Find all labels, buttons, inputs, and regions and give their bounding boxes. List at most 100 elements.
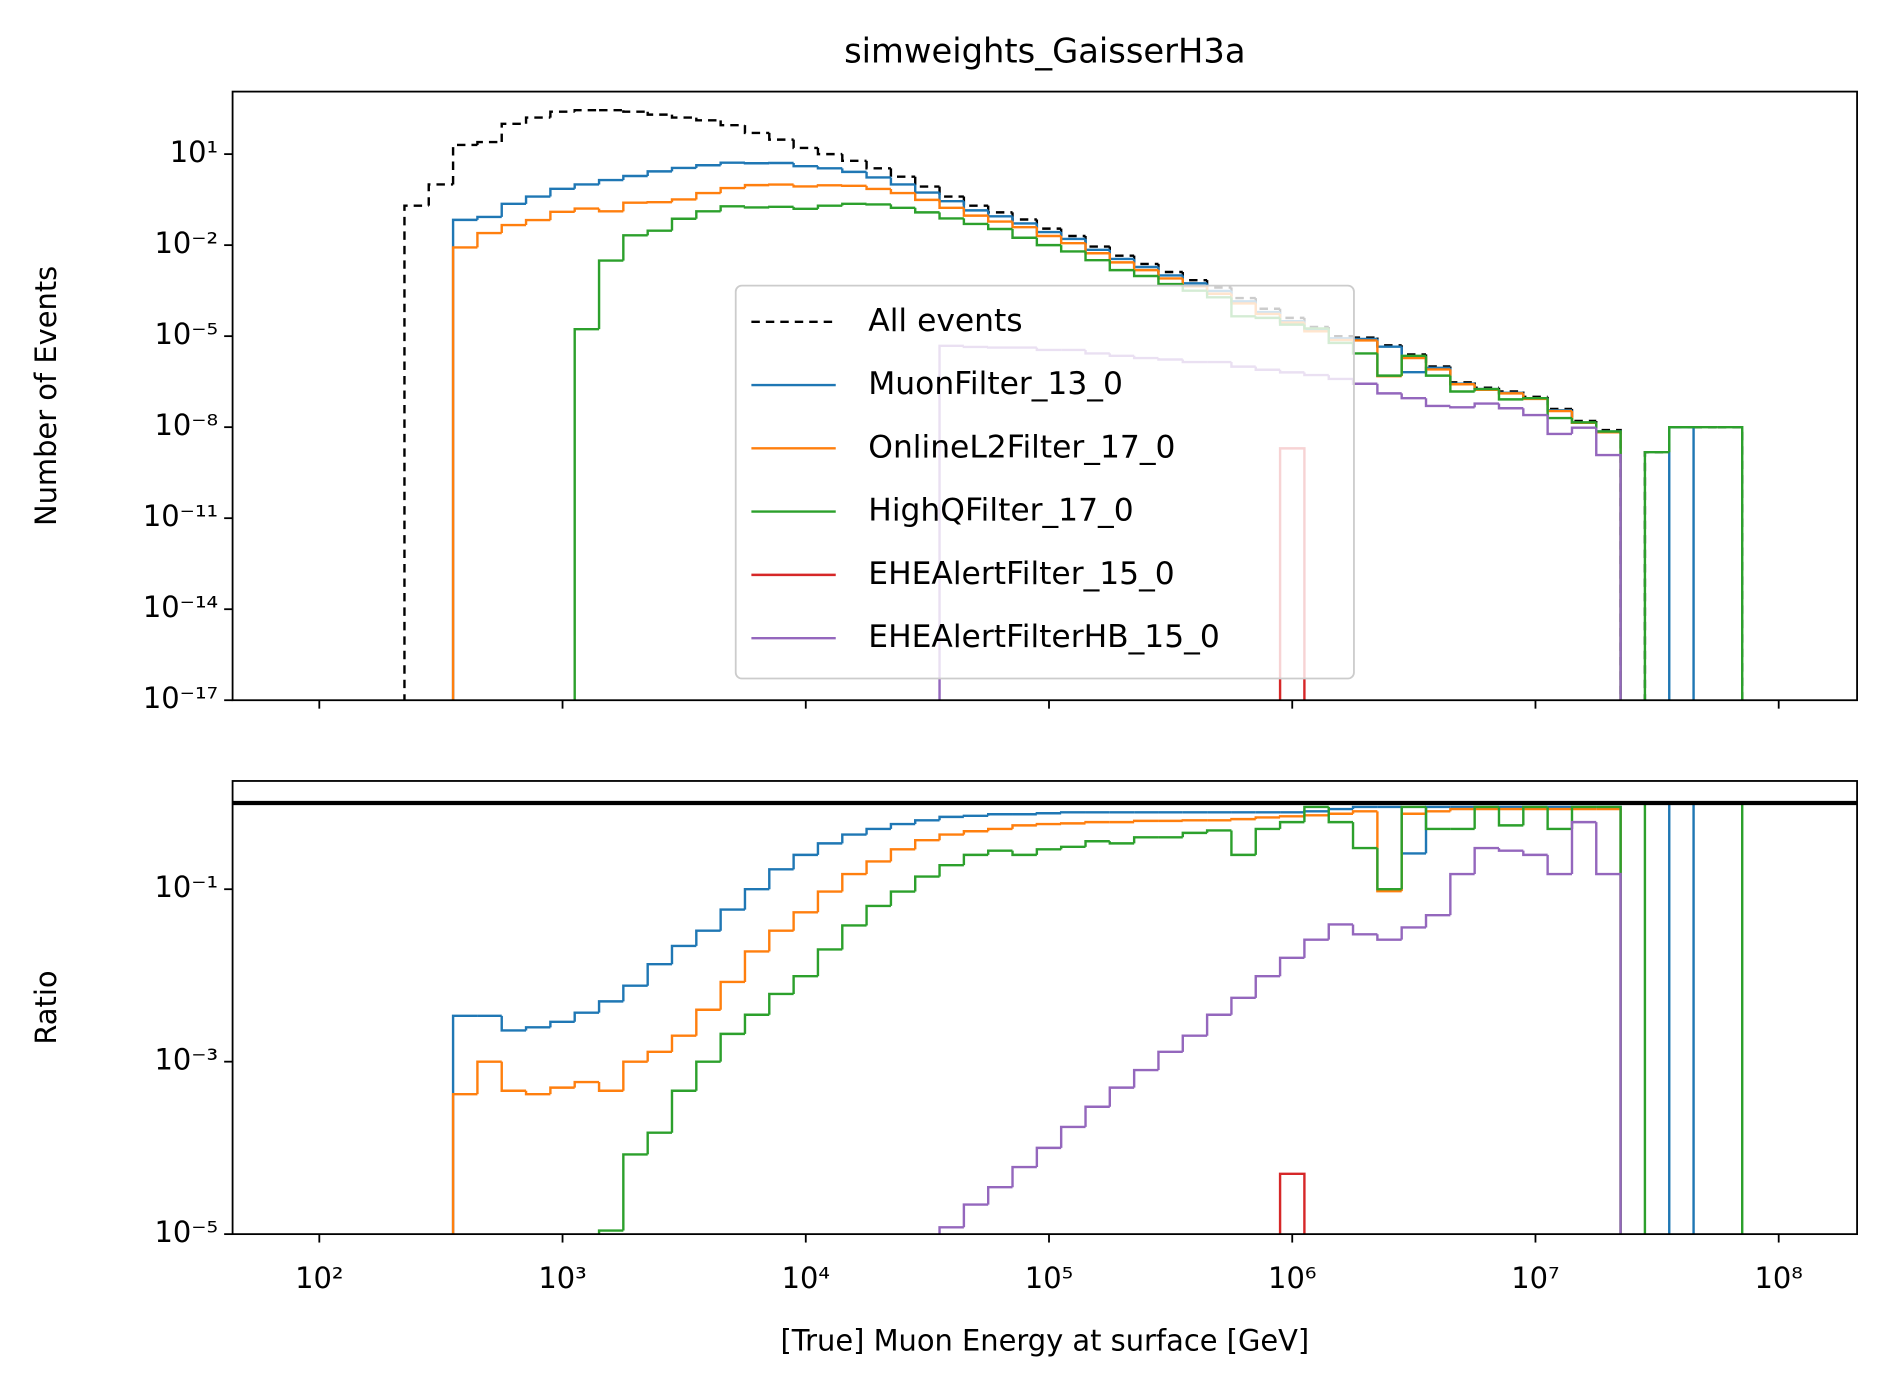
histogram-step <box>670 1089 697 1133</box>
histogram-step <box>1035 1146 1062 1168</box>
histogram-step <box>1011 1165 1037 1188</box>
histogram-step <box>1546 806 1572 831</box>
histogram-step <box>476 1060 502 1095</box>
histogram-step <box>841 833 867 844</box>
histogram-step <box>1011 824 1037 829</box>
histogram-step <box>1132 819 1159 823</box>
histogram-step <box>695 191 721 200</box>
histogram-step <box>1132 836 1159 844</box>
histogram-step <box>792 853 818 870</box>
histogram-step <box>549 210 575 221</box>
histogram-step <box>1084 251 1110 262</box>
histogram-step <box>573 327 600 701</box>
x-tick-label: 10⁸ <box>1755 1261 1803 1295</box>
histogram-step <box>816 147 843 156</box>
histogram-step <box>865 904 891 926</box>
histogram-step <box>500 223 527 234</box>
histogram-step <box>1327 806 1354 824</box>
histogram-step <box>938 815 964 821</box>
histogram-step <box>889 177 916 186</box>
histogram-step <box>1157 1050 1183 1071</box>
histogram-step <box>1303 814 1329 817</box>
histogram-step <box>670 217 697 231</box>
histogram-step <box>1278 820 1305 829</box>
histogram-step <box>500 122 527 143</box>
histogram-step <box>1084 1105 1110 1127</box>
histogram-step <box>524 195 551 204</box>
histogram-step <box>743 950 770 982</box>
histogram-step <box>500 202 527 217</box>
histogram-step <box>1278 956 1305 977</box>
histogram-step <box>670 198 697 203</box>
histogram-step <box>646 1131 672 1155</box>
histogram-step <box>914 207 940 214</box>
histogram-step <box>1546 854 1572 876</box>
histogram-step <box>646 962 672 986</box>
legend-label: EHEAlertFilter_15_0 <box>868 556 1174 592</box>
histogram-step <box>914 875 940 892</box>
x-tick-label: 10³ <box>538 1261 586 1295</box>
histogram-step <box>1351 805 1378 810</box>
histogram-step <box>1473 387 1499 392</box>
histogram-step <box>1327 923 1354 940</box>
histogram-step <box>1376 848 1402 891</box>
y-tick-label: 10⁻¹⁴ <box>143 590 218 624</box>
histogram-step <box>1108 246 1135 257</box>
histogram-step <box>1424 806 1451 831</box>
x-tick-label: 10² <box>295 1261 343 1295</box>
histogram-step <box>549 1020 575 1028</box>
histogram-step <box>841 202 867 206</box>
histogram-step <box>1351 822 1378 850</box>
histogram-step <box>1449 375 1475 393</box>
histogram-step <box>1497 806 1524 827</box>
histogram-step <box>622 1060 648 1091</box>
histogram-step <box>889 848 916 862</box>
histogram-step <box>1376 811 1402 893</box>
y-tick-label: 10⁻¹¹ <box>143 499 218 533</box>
histogram-step <box>1546 415 1572 436</box>
histogram-step <box>1230 830 1256 857</box>
histogram-step <box>549 1086 575 1095</box>
histogram-step <box>524 1026 551 1031</box>
axes-frame <box>231 780 1858 1236</box>
histogram-step <box>938 212 964 220</box>
histogram-step <box>622 110 648 113</box>
histogram-step <box>841 924 867 950</box>
histogram-step <box>622 984 648 1002</box>
histogram-step <box>962 207 989 217</box>
histogram-step <box>1035 812 1062 815</box>
histogram-step <box>646 170 672 176</box>
histogram-step <box>962 218 989 226</box>
histogram-step <box>1400 354 1427 376</box>
histogram-step <box>986 827 1013 832</box>
y-axis-label: Ratio <box>29 970 63 1044</box>
histogram-step <box>597 208 624 213</box>
histogram-step <box>865 171 891 179</box>
histogram-step <box>768 992 794 1015</box>
histogram-step <box>646 229 672 236</box>
histogram-step <box>1084 840 1110 847</box>
histogram-step <box>816 184 843 187</box>
histogram-step <box>573 183 600 189</box>
histogram-step <box>1132 1068 1159 1088</box>
histogram-step <box>719 980 745 1010</box>
legend-label: OnlineL2Filter_17_0 <box>868 429 1175 465</box>
histogram-step <box>719 205 745 212</box>
histogram-step <box>476 140 502 145</box>
histogram-step <box>1522 805 1548 826</box>
histogram-step <box>841 872 867 892</box>
y-tick-label: 10⁻¹⁷ <box>143 681 218 715</box>
histogram-step <box>1595 822 1622 1235</box>
histogram-step <box>695 929 721 946</box>
histogram-step <box>1230 996 1256 1015</box>
histogram-step <box>500 1061 527 1092</box>
histogram-step <box>1473 402 1499 408</box>
histogram-step <box>1497 848 1524 852</box>
histogram-step <box>1351 337 1378 341</box>
histogram-step <box>695 1060 721 1091</box>
legend-label: HighQFilter_17_0 <box>868 493 1133 529</box>
y-tick-label: 10⁻¹ <box>154 870 218 904</box>
histogram-step <box>841 168 867 174</box>
legend-label: MuonFilter_13_0 <box>868 366 1123 402</box>
